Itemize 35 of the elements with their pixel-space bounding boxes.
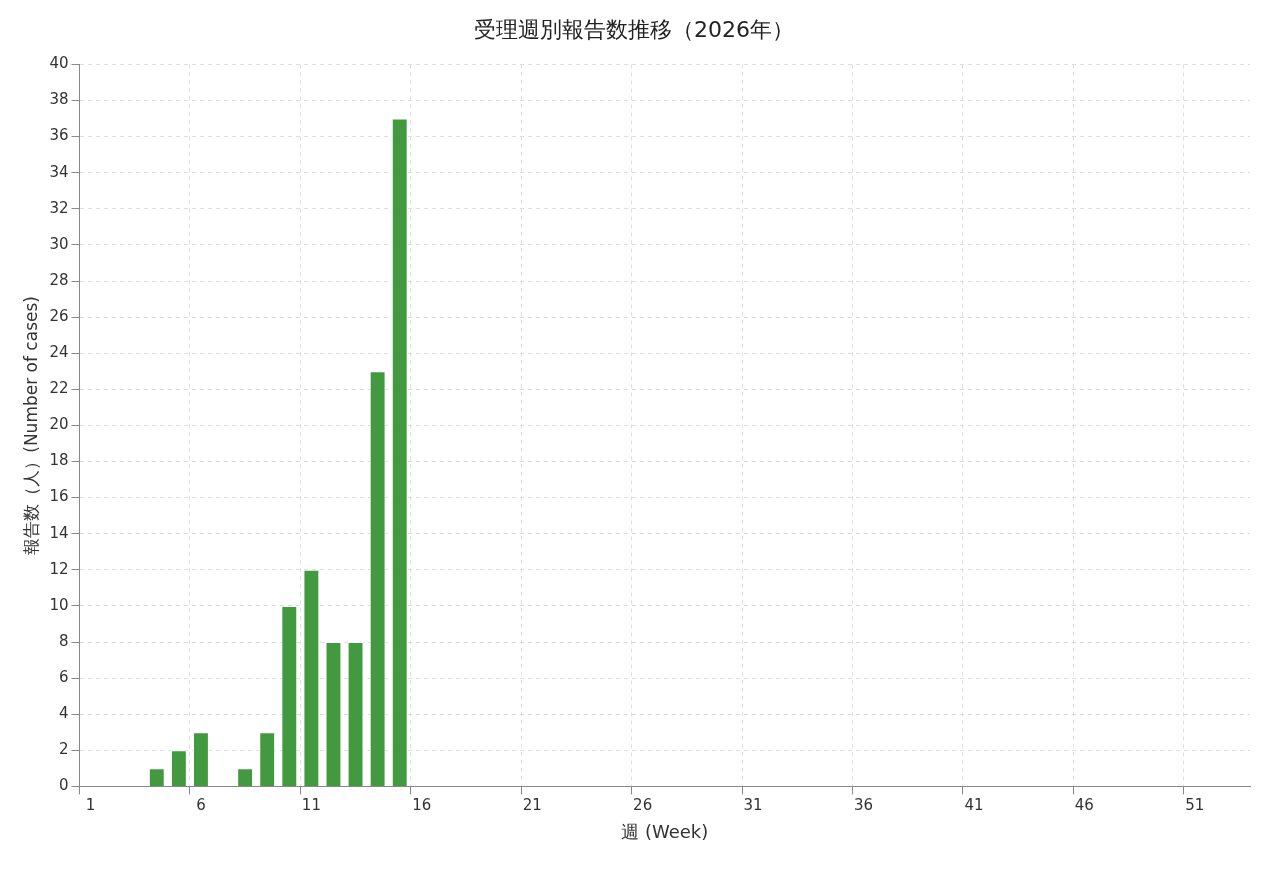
y-tick-label: 26 bbox=[49, 306, 69, 325]
y-tick-label: 12 bbox=[49, 559, 69, 578]
y-tick-label: 32 bbox=[49, 198, 69, 217]
x-tick-label: 6 bbox=[196, 796, 206, 815]
x-tick-label: 51 bbox=[1185, 796, 1205, 815]
x-tick-label: 26 bbox=[633, 796, 653, 815]
x-tick-label: 31 bbox=[743, 796, 763, 815]
y-tick-label: 40 bbox=[49, 54, 69, 73]
x-tick-label: 21 bbox=[522, 796, 542, 815]
y-tick-label: 8 bbox=[58, 631, 69, 650]
x-tick-label: 16 bbox=[412, 796, 432, 815]
y-tick-label: 6 bbox=[58, 667, 69, 686]
y-axis-title: 報告数（人）(Number of cases) bbox=[20, 296, 41, 555]
chart-title: 受理週別報告数推移（2026年） bbox=[474, 16, 794, 42]
x-tick-label: 46 bbox=[1074, 796, 1094, 815]
y-tick-label: 4 bbox=[58, 704, 69, 723]
x-tick-label: 1 bbox=[85, 796, 96, 815]
y-tick-label: 36 bbox=[49, 126, 69, 145]
y-tick-label: 22 bbox=[49, 379, 69, 398]
x-tick-label: 36 bbox=[853, 796, 874, 815]
y-tick-label: 28 bbox=[49, 270, 69, 289]
y-tick-label: 34 bbox=[49, 162, 69, 181]
x-axis-title: 週 (Week) bbox=[621, 820, 709, 842]
x-tick-label: 41 bbox=[964, 796, 984, 815]
y-tick-label: 0 bbox=[58, 776, 69, 795]
y-tick-label: 20 bbox=[49, 415, 69, 434]
y-tick-label: 24 bbox=[49, 343, 69, 362]
y-tick-label: 16 bbox=[49, 487, 69, 506]
y-tick-label: 14 bbox=[49, 523, 69, 542]
y-tick-label: 10 bbox=[49, 595, 69, 614]
y-tick-label: 2 bbox=[58, 740, 69, 759]
y-tick-label: 30 bbox=[49, 234, 69, 253]
x-tick-label: 11 bbox=[301, 796, 321, 815]
y-tick-label: 38 bbox=[49, 90, 69, 109]
y-tick-label: 18 bbox=[49, 451, 69, 470]
